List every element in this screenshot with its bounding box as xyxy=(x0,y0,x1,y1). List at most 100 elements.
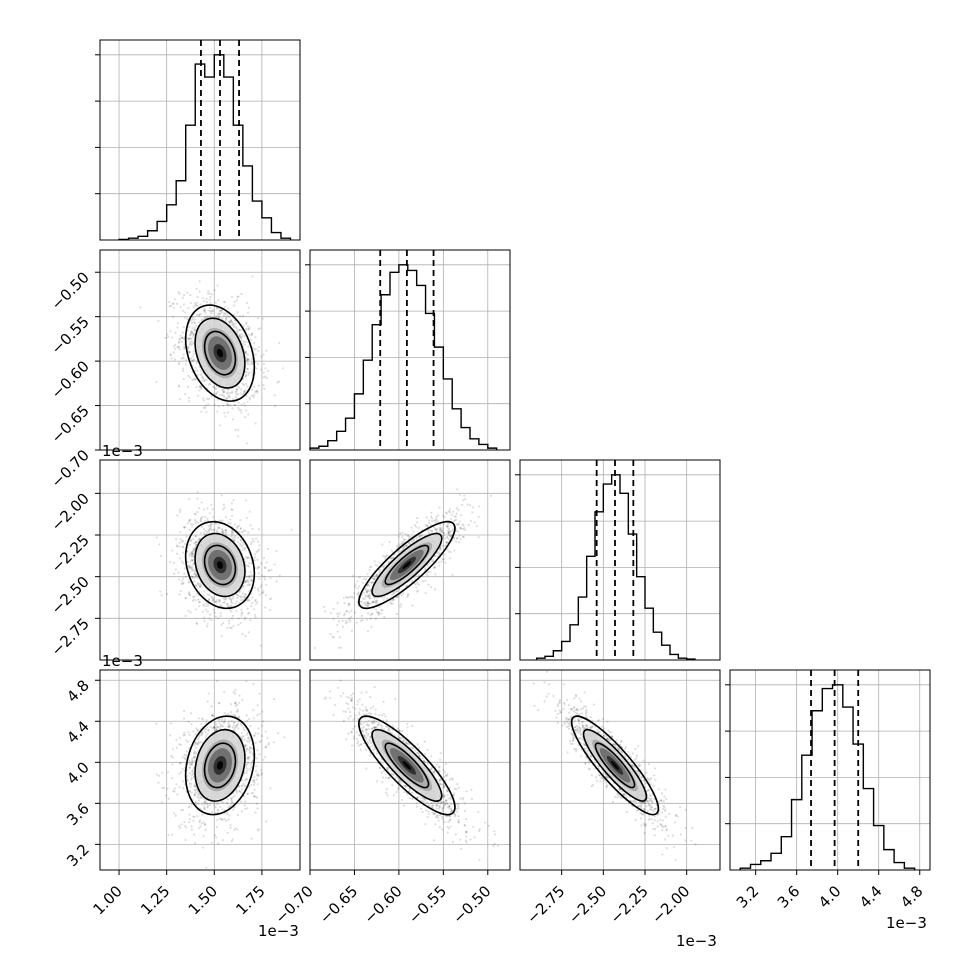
x-tick-label: 1.75 xyxy=(232,882,268,918)
x-tick-label: 1.50 xyxy=(185,882,221,918)
x-offset-label: 1e−3 xyxy=(676,932,717,950)
y-tick-label: −0.55 xyxy=(48,313,93,358)
density-contour xyxy=(184,715,256,816)
y-tick-label: 3.2 xyxy=(63,840,93,870)
y-tick-label: −0.60 xyxy=(48,357,93,402)
density-contour xyxy=(371,728,443,802)
panel-frame xyxy=(309,669,511,871)
density-contour xyxy=(203,544,237,586)
density-contour xyxy=(570,715,660,816)
density-contour xyxy=(594,742,636,789)
x-tick-label: 4.8 xyxy=(897,882,927,912)
x-tick-label: −0.65 xyxy=(316,882,361,927)
histogram-step-line xyxy=(118,54,292,241)
panel-content xyxy=(155,670,286,869)
density-contour xyxy=(194,532,246,598)
panel-frame xyxy=(309,249,511,451)
density-shading xyxy=(402,561,412,569)
density-shading xyxy=(611,760,619,770)
x-tick-label: −2.00 xyxy=(648,882,693,927)
density-contour xyxy=(203,742,237,789)
density-contour xyxy=(582,728,648,802)
x-tick-label: 4.0 xyxy=(815,882,845,912)
scatter-panel-0-3 xyxy=(99,669,301,871)
x-axis-0: 1.00 1.25 1.50 1.75 xyxy=(90,870,269,918)
y-offset-label: 1e−3 xyxy=(102,652,143,670)
x-tick-label: −0.55 xyxy=(405,882,450,927)
density-contour xyxy=(184,304,256,402)
panel-frame xyxy=(99,459,301,661)
x-axis-1: −0.70 −0.65 −0.60 −0.55 −0.50 xyxy=(272,870,495,927)
x-tick-label: −2.50 xyxy=(565,882,610,927)
density-contour xyxy=(384,742,430,789)
panel-background xyxy=(100,40,300,240)
y-tick-label: 4.8 xyxy=(63,676,93,706)
histogram-panel-3 xyxy=(725,669,931,871)
y-tick-label: 4.4 xyxy=(63,717,93,747)
x-axis-2: −2.75−2.50−2.25−2.00 xyxy=(523,870,693,927)
density-contour xyxy=(358,520,456,610)
y-tick-label: 4.0 xyxy=(63,758,93,788)
y-axis-3: 3.2 3.6 4.0 4.4 4.8 xyxy=(63,676,100,870)
panel-frame xyxy=(99,39,301,241)
x-offset-label: 1e−3 xyxy=(258,922,299,940)
x-tick-label: 3.6 xyxy=(774,882,804,912)
y-tick-label: −0.65 xyxy=(48,402,93,447)
panel-frame xyxy=(309,459,511,661)
density-shading xyxy=(402,760,412,770)
x-axis-3: 3.2 3.6 4.0 4.4 4.8 xyxy=(733,870,927,912)
panel-background xyxy=(730,670,930,870)
y-tick-label: −2.50 xyxy=(48,573,93,618)
x-tick-label: −2.75 xyxy=(523,882,568,927)
density-contour xyxy=(194,728,246,802)
scatter-panel-1-3 xyxy=(309,669,511,871)
x-tick-label: −0.50 xyxy=(449,882,494,927)
panel-background xyxy=(310,250,510,450)
x-tick-label: 4.4 xyxy=(856,882,886,912)
y-tick-label: −0.50 xyxy=(48,268,93,313)
panel-frame xyxy=(99,669,301,871)
density-contour xyxy=(358,715,456,816)
histogram-panel-2 xyxy=(515,459,721,661)
y-tick-label: −2.00 xyxy=(48,489,93,534)
density-contour xyxy=(203,330,237,376)
x-tick-label: −0.70 xyxy=(272,882,317,927)
panel-frame xyxy=(519,669,721,871)
density-contour xyxy=(384,544,430,586)
panel-frame xyxy=(99,249,301,451)
y-axis-2: −2.75−2.50−2.25−2.00 xyxy=(48,489,100,660)
scatter-panel-1-2 xyxy=(309,459,511,661)
scatter-panel-0-1 xyxy=(99,249,301,451)
panel-frame xyxy=(729,669,931,871)
y-tick-label: −2.75 xyxy=(48,614,93,659)
histogram-panel-0 xyxy=(95,39,301,241)
histogram-step-line xyxy=(739,684,916,870)
density-shading xyxy=(216,561,224,569)
x-tick-label: −0.60 xyxy=(360,882,405,927)
density-shading xyxy=(216,760,224,770)
histogram-panel-1 xyxy=(305,249,511,451)
panel-frame xyxy=(519,459,721,661)
panel-content xyxy=(532,670,697,861)
panel-content xyxy=(313,488,493,650)
y-axis-1: −0.70−0.65−0.60−0.55−0.50 xyxy=(48,268,100,491)
y-tick-label: −2.25 xyxy=(48,531,93,576)
x-tick-label: 3.2 xyxy=(733,882,763,912)
x-tick-label: −2.25 xyxy=(607,882,652,927)
density-contour xyxy=(194,317,246,389)
density-contour xyxy=(371,532,443,598)
y-tick-label: 3.6 xyxy=(63,799,93,829)
histogram-step-line xyxy=(309,264,498,450)
scatter-panel-2-3 xyxy=(519,669,721,871)
x-tick-label: 1.25 xyxy=(137,882,173,918)
y-tick-label: −0.70 xyxy=(48,446,93,491)
density-shading xyxy=(216,348,224,358)
panel-content xyxy=(155,491,293,647)
panel-content xyxy=(139,275,285,450)
panel-content xyxy=(323,679,499,862)
x-tick-label: 1.00 xyxy=(90,882,126,918)
y-offset-label: 1e−3 xyxy=(102,442,143,460)
x-offset-label: 1e−3 xyxy=(886,914,927,932)
scatter-panel-0-2 xyxy=(99,459,301,661)
